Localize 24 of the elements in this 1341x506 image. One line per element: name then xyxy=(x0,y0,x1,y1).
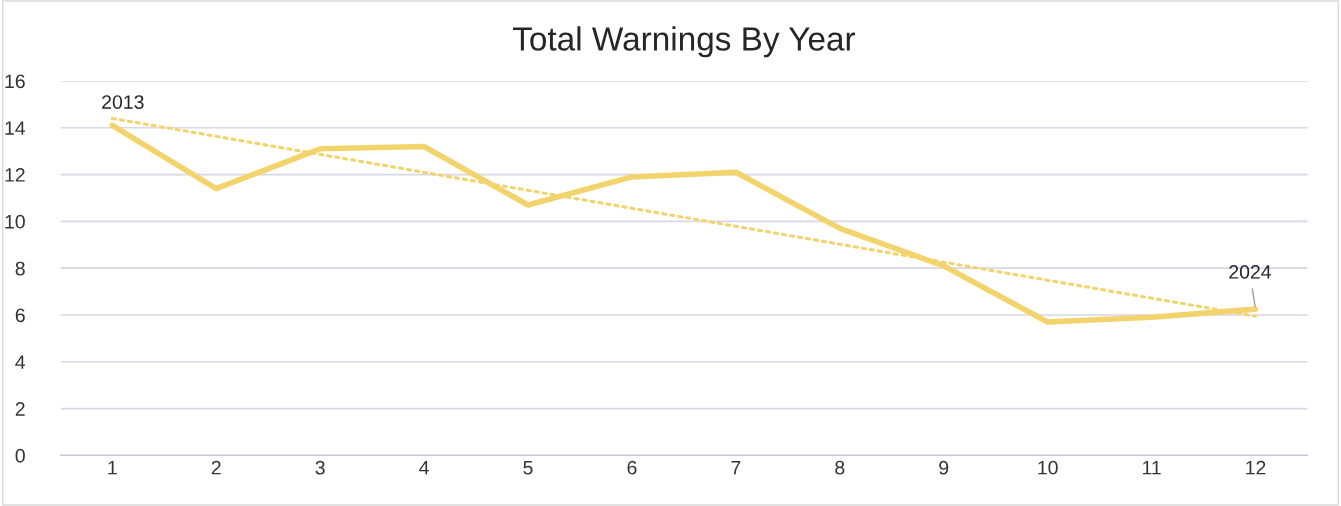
x-tick-label: 10 xyxy=(1038,460,1058,475)
x-tick-label: 7 xyxy=(731,460,741,475)
annotation: 2024 xyxy=(1229,265,1272,279)
x-tick-label: 12 xyxy=(1246,460,1266,475)
y-tick-label: 0 xyxy=(15,448,25,463)
x-tick-label: 4 xyxy=(419,460,429,475)
x-tick-label: 11 xyxy=(1142,460,1161,475)
y-tick-label: 6 xyxy=(15,308,25,323)
y-tick-label: 4 xyxy=(15,355,26,369)
y-tick-label: 14 xyxy=(5,121,26,135)
x-tick-label: 1 xyxy=(108,460,117,475)
annotation: 2013 xyxy=(102,95,144,109)
x-tick-label: 6 xyxy=(627,460,637,475)
x-tick-label: 2 xyxy=(211,460,221,475)
y-tick-label: 8 xyxy=(15,261,25,276)
y-tick-label: 2 xyxy=(15,402,25,416)
y-tick-label: 10 xyxy=(5,214,25,229)
y-tick-label: 12 xyxy=(5,168,25,182)
x-tick-label: 5 xyxy=(523,460,533,475)
x-tick-label: 9 xyxy=(939,460,949,475)
y-tick-label: 16 xyxy=(5,74,25,89)
x-tick-label: 3 xyxy=(315,460,325,475)
chart-title: Total Warnings By Year xyxy=(512,26,856,58)
x-tick-label: 8 xyxy=(835,460,845,475)
